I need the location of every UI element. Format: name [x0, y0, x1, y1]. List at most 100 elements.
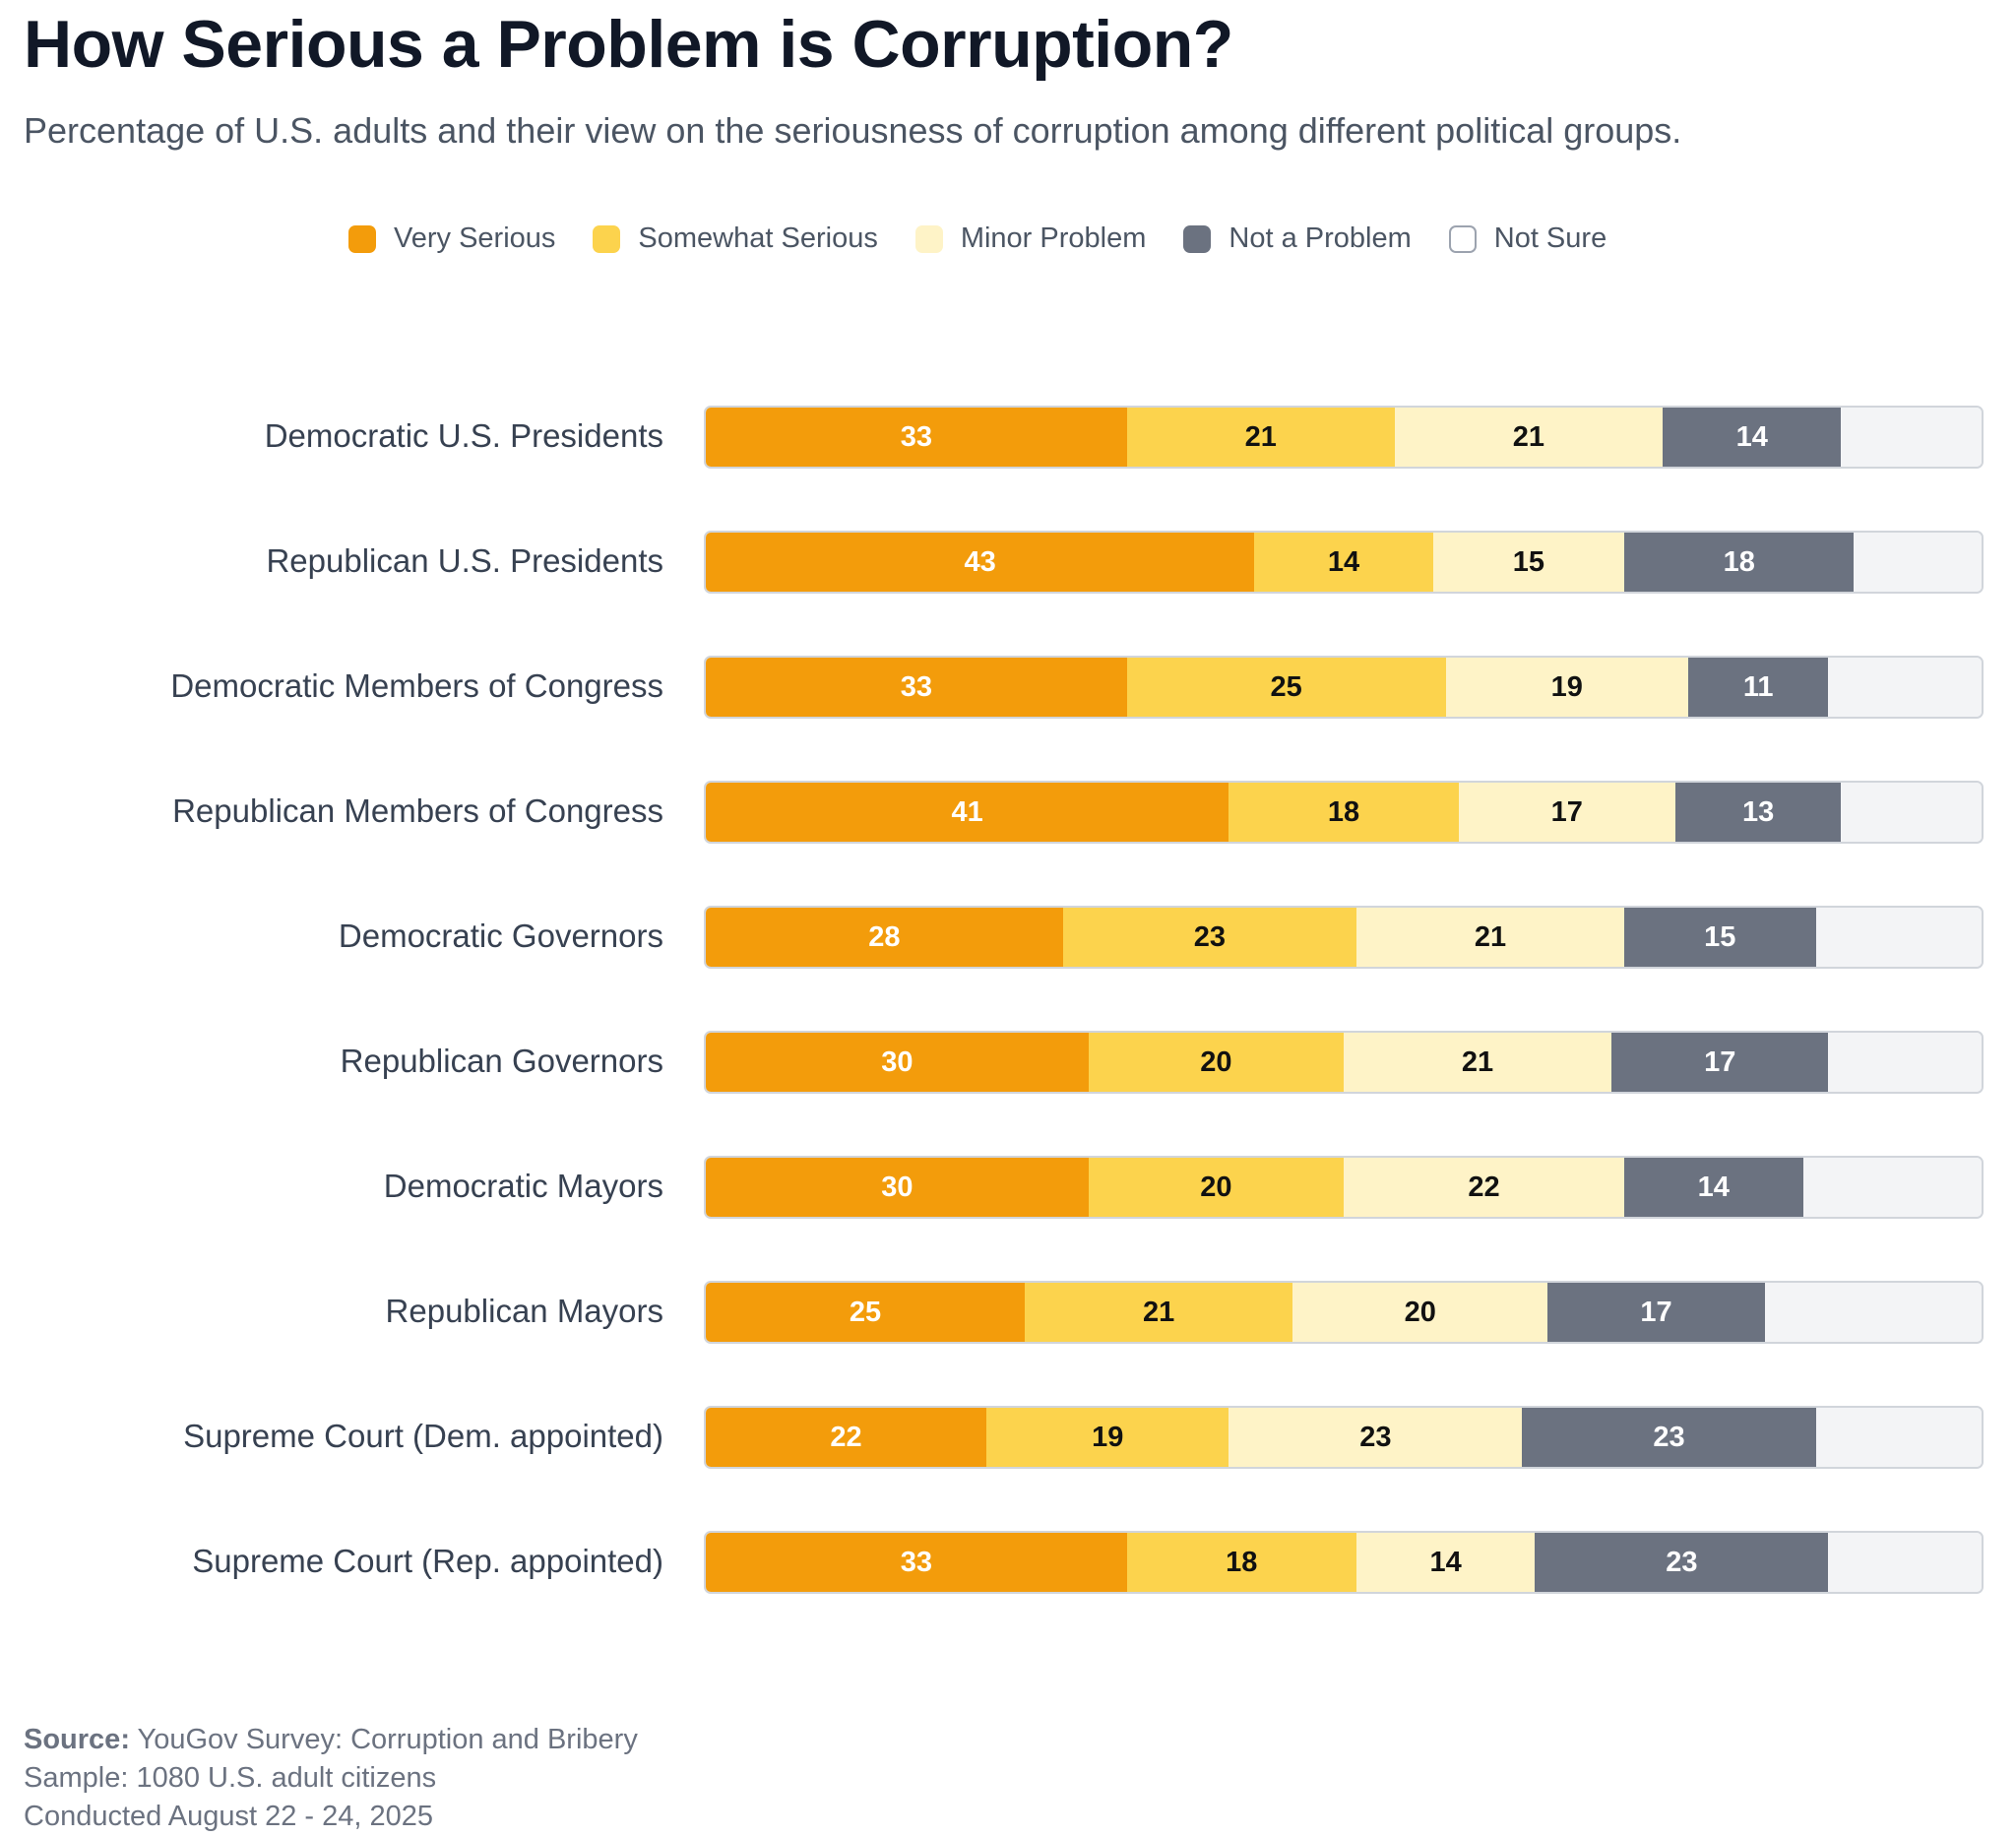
- category-label: Democratic U.S. Presidents: [264, 417, 663, 454]
- bar-segment-minor-problem: 21: [1394, 408, 1663, 467]
- bar-segment-very-serious: 30: [706, 1158, 1089, 1217]
- chart-subtitle: Percentage of U.S. adults and their view…: [24, 110, 1682, 151]
- bar-segment-minor-problem: 21: [1355, 908, 1625, 967]
- category-label: Democratic Mayors: [383, 1168, 663, 1204]
- bar-segment-not-a-problem: 14: [1624, 1158, 1803, 1217]
- source-text: YouGov Survey: Corruption and Bribery: [129, 1724, 638, 1755]
- bar-row: 30 20 21 17: [704, 1031, 1984, 1094]
- data-label: 23: [1666, 1546, 1698, 1578]
- bar-segment-somewhat-serious: 20: [1088, 1033, 1344, 1092]
- data-label: 17: [1550, 795, 1583, 828]
- legend-label: Very Serious: [394, 222, 556, 254]
- bar-segment-very-serious: 41: [706, 783, 1229, 842]
- data-label: 14: [1327, 545, 1360, 578]
- data-label: 18: [1327, 795, 1360, 828]
- bar-segment-not-sure: [1841, 408, 1982, 467]
- footer: Source: YouGov Survey: Corruption and Br…: [24, 1721, 638, 1836]
- chart-title: How Serious a Problem is Corruption?: [24, 7, 1233, 82]
- bar-segment-not-sure: [1828, 1533, 1982, 1592]
- bar-segment-not-a-problem: 13: [1674, 783, 1842, 842]
- data-label: 17: [1640, 1296, 1672, 1328]
- data-label: 14: [1735, 420, 1768, 453]
- data-label: 11: [1742, 670, 1774, 703]
- category-label: Republican U.S. Presidents: [266, 542, 663, 579]
- data-label: 23: [1359, 1421, 1392, 1453]
- bar-row: 41 18 17 13: [704, 781, 1984, 844]
- legend-label: Not Sure: [1493, 222, 1607, 254]
- data-label: 33: [900, 1546, 932, 1578]
- data-label: 43: [964, 545, 996, 578]
- legend-swatch: [348, 224, 376, 253]
- data-label: 21: [1461, 1045, 1494, 1078]
- category-label: Supreme Court (Rep. appointed): [192, 1543, 663, 1579]
- data-label: 33: [900, 670, 932, 703]
- bar-row: 43 14 15 18: [704, 531, 1984, 594]
- data-label: 33: [900, 420, 932, 453]
- data-label: 20: [1404, 1296, 1436, 1328]
- data-label: 30: [881, 1045, 914, 1078]
- legend-label: Somewhat Serious: [638, 222, 878, 254]
- data-label: 28: [868, 920, 901, 953]
- bar-segment-not-sure: [1841, 783, 1982, 842]
- bar-segment-very-serious: 33: [706, 408, 1127, 467]
- bar-segment-not-a-problem: 18: [1624, 533, 1855, 592]
- bar-segment-somewhat-serious: 21: [1126, 408, 1395, 467]
- legend-label: Not a Problem: [1228, 222, 1412, 254]
- category-label: Republican Governors: [340, 1043, 663, 1079]
- bar-segment-not-a-problem: 23: [1535, 1533, 1829, 1592]
- legend-item: Somewhat Serious: [593, 222, 878, 255]
- bar-row: 30 20 22 14: [704, 1156, 1984, 1219]
- legend-item: Minor Problem: [914, 222, 1146, 255]
- legend-swatch: [1183, 224, 1212, 253]
- data-label: 21: [1142, 1296, 1175, 1328]
- bar-row: 33 25 19 11: [704, 656, 1984, 719]
- bar-segment-not-a-problem: 23: [1522, 1408, 1816, 1467]
- bar-segment-minor-problem: 23: [1228, 1408, 1523, 1467]
- category-label: Republican Mayors: [385, 1293, 663, 1329]
- bar-segment-very-serious: 33: [706, 1533, 1127, 1592]
- legend-item: Not a Problem: [1183, 222, 1412, 255]
- bar-row: 28 23 21 15: [704, 906, 1984, 969]
- category-label: Republican Members of Congress: [172, 792, 663, 829]
- bar-segment-not-sure: [1828, 658, 1982, 717]
- data-label: 19: [1550, 670, 1583, 703]
- bar-segment-minor-problem: 14: [1355, 1533, 1536, 1592]
- data-label: 17: [1704, 1045, 1736, 1078]
- bar-segment-very-serious: 28: [706, 908, 1063, 967]
- bar-segment-not-a-problem: 15: [1624, 908, 1816, 967]
- category-label: Democratic Governors: [338, 918, 663, 954]
- data-label: 23: [1653, 1421, 1685, 1453]
- data-label: 18: [1723, 545, 1755, 578]
- bar-segment-very-serious: 43: [706, 533, 1255, 592]
- data-label: 23: [1193, 920, 1227, 953]
- source-line: Source: YouGov Survey: Corruption and Br…: [24, 1721, 638, 1759]
- source-label: Source:: [24, 1724, 130, 1755]
- bar-row: 33 18 14 23: [704, 1531, 1984, 1594]
- bar-segment-somewhat-serious: 19: [986, 1408, 1229, 1467]
- bar-segment-somewhat-serious: 18: [1228, 783, 1459, 842]
- bar-segment-minor-problem: 19: [1445, 658, 1688, 717]
- bar-segment-very-serious: 33: [706, 658, 1127, 717]
- bar-segment-somewhat-serious: 20: [1088, 1158, 1344, 1217]
- bar-segment-not-sure: [1815, 1408, 1982, 1467]
- legend-item: Not Sure: [1448, 222, 1607, 255]
- bar-segment-somewhat-serious: 25: [1126, 658, 1446, 717]
- bar-segment-not-a-problem: 17: [1547, 1283, 1765, 1342]
- data-label: 20: [1200, 1171, 1232, 1203]
- legend-swatch: [914, 224, 943, 253]
- bar-segment-not-a-problem: 11: [1687, 658, 1829, 717]
- data-label: 21: [1244, 420, 1277, 453]
- category-label: Democratic Members of Congress: [170, 667, 663, 704]
- bar-segment-very-serious: 30: [706, 1033, 1089, 1092]
- bar-segment-minor-problem: 21: [1343, 1033, 1612, 1092]
- bar-segment-very-serious: 22: [706, 1408, 987, 1467]
- data-label: 14: [1429, 1546, 1462, 1578]
- data-label: 22: [830, 1421, 862, 1453]
- bar-row: 33 21 21 14: [704, 406, 1984, 469]
- bar-segment-not-a-problem: 17: [1611, 1033, 1829, 1092]
- data-label: 22: [1468, 1171, 1500, 1203]
- conducted-line: Conducted August 22 - 24, 2025: [24, 1801, 433, 1832]
- data-label: 15: [1512, 545, 1545, 578]
- bar-segment-somewhat-serious: 18: [1126, 1533, 1356, 1592]
- bar-segment-not-a-problem: 14: [1662, 408, 1842, 467]
